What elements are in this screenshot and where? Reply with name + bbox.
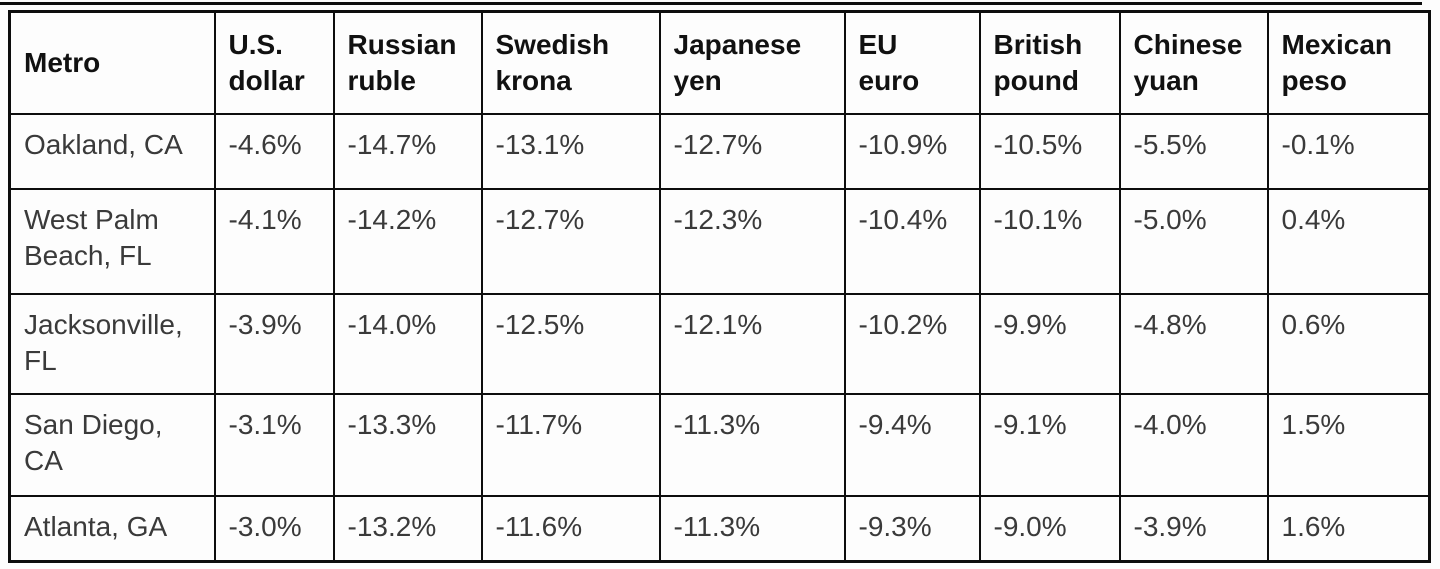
value-cell: -11.7% (480, 392, 661, 497)
column-header-swedish-krona: Swedish krona (480, 10, 661, 115)
value-cell: 1.6% (1266, 494, 1431, 563)
table-row: San Diego, CA -3.1% -13.3% -11.7% -11.3%… (8, 392, 1431, 497)
value-cell: -11.3% (658, 392, 846, 497)
top-border-line (0, 2, 1422, 5)
value-cell: -0.1% (1266, 112, 1431, 190)
metro-cell: San Diego, CA (8, 392, 216, 497)
value-cell: -9.1% (978, 392, 1121, 497)
value-cell: -12.5% (480, 292, 661, 395)
value-cell: -11.6% (480, 494, 661, 563)
value-cell: -9.4% (843, 392, 981, 497)
column-header-mexican-peso: Mexican peso (1266, 10, 1431, 115)
value-cell: -10.2% (843, 292, 981, 395)
currency-home-value-table: Metro U.S. dollar Russian ruble Swedish … (8, 10, 1431, 563)
value-cell: -3.9% (213, 292, 335, 395)
value-cell: -9.0% (978, 494, 1121, 563)
metro-cell: Atlanta, GA (8, 494, 216, 563)
value-cell: -10.4% (843, 187, 981, 295)
metro-cell: Jacksonville, FL (8, 292, 216, 395)
value-cell: -4.0% (1118, 392, 1269, 497)
value-cell: -11.3% (658, 494, 846, 563)
value-cell: -10.1% (978, 187, 1121, 295)
metro-cell: Oakland, CA (8, 112, 216, 190)
value-cell: -12.7% (480, 187, 661, 295)
value-cell: -14.7% (332, 112, 483, 190)
value-cell: -10.5% (978, 112, 1121, 190)
table-row: Atlanta, GA -3.0% -13.2% -11.6% -11.3% -… (8, 494, 1431, 563)
column-header-eu-euro: EU euro (843, 10, 981, 115)
value-cell: -5.5% (1118, 112, 1269, 190)
value-cell: -9.9% (978, 292, 1121, 395)
value-cell: -12.3% (658, 187, 846, 295)
column-header-russian-ruble: Russian ruble (332, 10, 483, 115)
value-cell: -14.2% (332, 187, 483, 295)
value-cell: -9.3% (843, 494, 981, 563)
column-header-metro: Metro (8, 10, 216, 115)
value-cell: -3.1% (213, 392, 335, 497)
table-row: Oakland, CA -4.6% -14.7% -13.1% -12.7% -… (8, 112, 1431, 190)
value-cell: -13.1% (480, 112, 661, 190)
column-header-chinese-yuan: Chinese yuan (1118, 10, 1269, 115)
value-cell: -14.0% (332, 292, 483, 395)
value-cell: -12.7% (658, 112, 846, 190)
value-cell: 0.4% (1266, 187, 1431, 295)
value-cell: -10.9% (843, 112, 981, 190)
value-cell: -4.1% (213, 187, 335, 295)
metro-cell: West Palm Beach, FL (8, 187, 216, 295)
value-cell: -4.8% (1118, 292, 1269, 395)
value-cell: -13.2% (332, 494, 483, 563)
value-cell: -3.0% (213, 494, 335, 563)
column-header-us-dollar: U.S. dollar (213, 10, 335, 115)
column-header-british-pound: British pound (978, 10, 1121, 115)
column-header-japanese-yen: Japanese yen (658, 10, 846, 115)
value-cell: 1.5% (1266, 392, 1431, 497)
header-row: Metro U.S. dollar Russian ruble Swedish … (8, 10, 1431, 115)
value-cell: 0.6% (1266, 292, 1431, 395)
table-row: Jacksonville, FL -3.9% -14.0% -12.5% -12… (8, 292, 1431, 395)
value-cell: -13.3% (332, 392, 483, 497)
value-cell: -3.9% (1118, 494, 1269, 563)
value-cell: -4.6% (213, 112, 335, 190)
table-row: West Palm Beach, FL -4.1% -14.2% -12.7% … (8, 187, 1431, 295)
value-cell: -5.0% (1118, 187, 1269, 295)
value-cell: -12.1% (658, 292, 846, 395)
